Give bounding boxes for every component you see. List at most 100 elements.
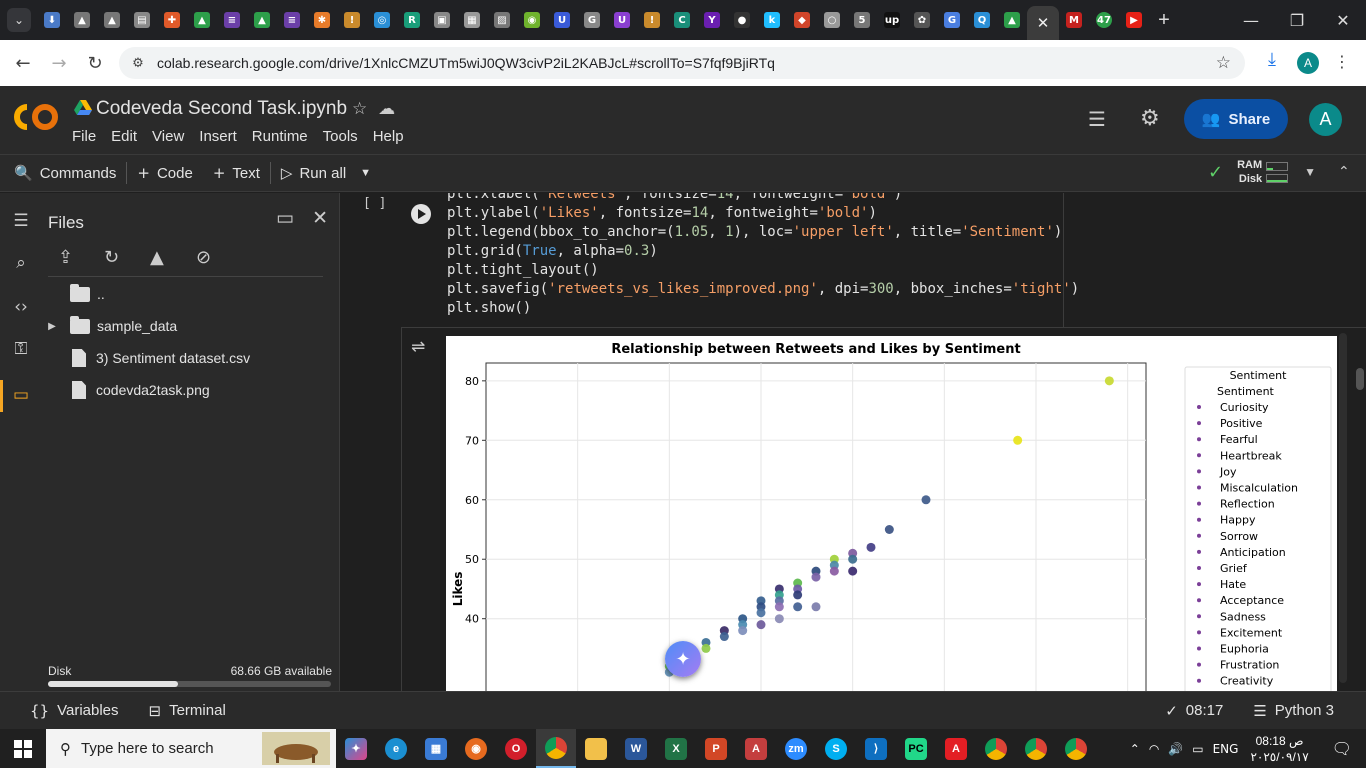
taskbar-chrome[interactable] <box>536 729 576 768</box>
taskbar-opera[interactable]: O <box>496 729 536 768</box>
colab-logo[interactable] <box>14 101 58 133</box>
file-row-png[interactable]: codevda2task.png <box>72 377 210 403</box>
collapse-header-icon[interactable]: ⌃ <box>1338 164 1350 180</box>
add-code-button[interactable]: + Code <box>127 164 202 182</box>
pinned-tab[interactable]: U <box>607 6 637 34</box>
menu-runtime[interactable]: Runtime <box>251 128 308 145</box>
file-row-csv[interactable]: 3) Sentiment dataset.csv <box>72 345 250 371</box>
maximize-icon[interactable]: ❐ <box>1289 10 1305 30</box>
pinned-tab[interactable]: ! <box>637 6 667 34</box>
open-in-tab-icon[interactable]: ▭ <box>276 207 294 229</box>
pinned-tab[interactable]: ▲ <box>247 6 277 34</box>
menu-tools[interactable]: Tools <box>322 128 358 145</box>
refresh-icon[interactable]: ↻ <box>104 247 120 268</box>
tab-search-dropdown[interactable]: ⌄ <box>7 8 31 32</box>
menu-file[interactable]: File <box>72 128 97 145</box>
pinned-tab[interactable]: Q <box>967 6 997 34</box>
menu-help[interactable]: Help <box>372 128 404 145</box>
pinned-tab[interactable]: ◎ <box>367 6 397 34</box>
pinned-tab[interactable]: ≡ <box>217 6 247 34</box>
add-text-button[interactable]: + Text <box>203 164 270 182</box>
site-info-icon[interactable]: ⚙ <box>132 55 144 71</box>
pinned-tab[interactable]: ▲ <box>67 6 97 34</box>
windows-start-icon[interactable] <box>0 729 46 768</box>
taskbar-edge[interactable]: e <box>376 729 416 768</box>
profile-avatar[interactable]: A <box>1297 52 1319 74</box>
forward-icon[interactable]: → <box>51 52 67 74</box>
pinned-tab[interactable]: ✚ <box>157 6 187 34</box>
tray-expand-icon[interactable]: ⌃ <box>1129 741 1140 756</box>
pinned-tab[interactable]: 5 <box>847 6 877 34</box>
notebook-title[interactable]: Codeveda Second Task.ipynb <box>96 98 348 119</box>
file-row-sample-data[interactable]: ▶ sample_data <box>42 313 177 339</box>
taskbar-access[interactable]: A <box>736 729 776 768</box>
bookmark-star-icon[interactable]: ☆ <box>1215 53 1231 73</box>
taskbar-acrobat[interactable]: A <box>936 729 976 768</box>
pinned-tab[interactable]: ! <box>337 6 367 34</box>
pinned-tab[interactable]: ○ <box>817 6 847 34</box>
pinned-tab[interactable]: G <box>577 6 607 34</box>
pinned-tab[interactable]: ◆ <box>787 6 817 34</box>
taskbar-powerpoint[interactable]: P <box>696 729 736 768</box>
find-icon[interactable]: ⌕ <box>16 253 26 273</box>
settings-gear-icon[interactable]: ⚙ <box>1140 106 1160 131</box>
toc-icon[interactable]: ☰ <box>13 211 29 231</box>
file-row-parent[interactable]: .. <box>70 281 105 307</box>
mount-drive-icon[interactable]: ▲ <box>150 247 164 268</box>
pinned-tab[interactable]: ⬇ <box>37 6 67 34</box>
pinned-tab[interactable]: ▦ <box>457 6 487 34</box>
pinned-tab[interactable]: Y <box>697 6 727 34</box>
taskbar-firefox[interactable]: ◉ <box>456 729 496 768</box>
cloud-icon[interactable]: ☁ <box>378 99 396 119</box>
taskbar-clock[interactable]: 08:18 ص ٢٠٢٥/٠٩/١٧ <box>1250 733 1308 765</box>
run-cell-button[interactable] <box>411 204 431 224</box>
battery-icon[interactable]: ▭ <box>1192 741 1204 756</box>
pinned-tab[interactable]: G <box>937 6 967 34</box>
pinned-tab[interactable]: up <box>877 6 907 34</box>
reload-icon[interactable]: ↻ <box>87 52 103 74</box>
taskbar-chrome-profile[interactable] <box>1056 729 1096 768</box>
active-tab[interactable]: ✕ <box>1027 6 1059 40</box>
hide-files-icon[interactable]: ⊘ <box>196 247 212 268</box>
resources-dropdown-icon[interactable]: ▼ <box>1304 165 1317 179</box>
pinned-tab[interactable]: ▲ <box>997 6 1027 34</box>
gemini-button[interactable]: ✦ <box>665 641 701 677</box>
pinned-tab[interactable]: ▨ <box>487 6 517 34</box>
menu-view[interactable]: View <box>152 128 185 145</box>
close-window-icon[interactable]: ✕ <box>1336 10 1350 30</box>
exec-time[interactable]: ✓ 08:17 <box>1165 702 1223 720</box>
close-tab-icon[interactable]: ✕ <box>1036 14 1050 32</box>
pinned-tab[interactable]: U <box>547 6 577 34</box>
runtime-type[interactable]: ☰ Python 3 <box>1253 702 1334 720</box>
close-panel-icon[interactable]: ✕ <box>312 207 328 229</box>
pinned-tab[interactable]: ✿ <box>907 6 937 34</box>
run-all-dropdown[interactable]: ▼ <box>360 167 372 179</box>
taskbar-copilot[interactable]: ✦ <box>336 729 376 768</box>
menu-insert[interactable]: Insert <box>199 128 237 145</box>
code-editor[interactable]: plt.xlabel('Retweets', fontsize=14, font… <box>447 193 1079 318</box>
terminal-button[interactable]: ⊟ Terminal <box>149 702 226 720</box>
pinned-tab[interactable]: R <box>397 6 427 34</box>
volume-icon[interactable]: 🔊 <box>1168 741 1184 756</box>
pinned-tab[interactable]: ▲ <box>187 6 217 34</box>
output-scrollbar[interactable] <box>1339 333 1347 683</box>
star-icon[interactable]: ☆ <box>352 99 368 119</box>
upload-icon[interactable]: ⇪ <box>58 247 74 268</box>
pinned-tab[interactable]: ▶ <box>1119 6 1149 34</box>
pinned-tab[interactable]: ▲ <box>97 6 127 34</box>
resources-indicator[interactable]: ✓ RAM Disk ▼ ⌃ <box>1208 158 1350 186</box>
commands-button[interactable]: 🔍 Commands <box>0 164 126 182</box>
notifications-icon[interactable]: 🗨 <box>1331 739 1352 758</box>
taskbar-vscode[interactable]: ⟩ <box>856 729 896 768</box>
taskbar-skype[interactable]: S <box>816 729 856 768</box>
pinned-tab[interactable]: M <box>1059 6 1089 34</box>
omnibox[interactable]: ⚙ colab.research.google.com/drive/1XnlcC… <box>119 47 1245 79</box>
taskbar-excel[interactable]: X <box>656 729 696 768</box>
files-folder-icon[interactable]: ▭ <box>12 385 30 405</box>
pinned-tab[interactable]: ≡ <box>277 6 307 34</box>
page-scrollbar-thumb[interactable] <box>1356 368 1364 390</box>
share-button[interactable]: 👥 Share <box>1184 99 1288 139</box>
pinned-tab[interactable]: C <box>667 6 697 34</box>
taskbar-search[interactable]: ⚲ Type here to search <box>46 729 336 768</box>
pinned-tab[interactable]: 47 <box>1089 6 1119 34</box>
